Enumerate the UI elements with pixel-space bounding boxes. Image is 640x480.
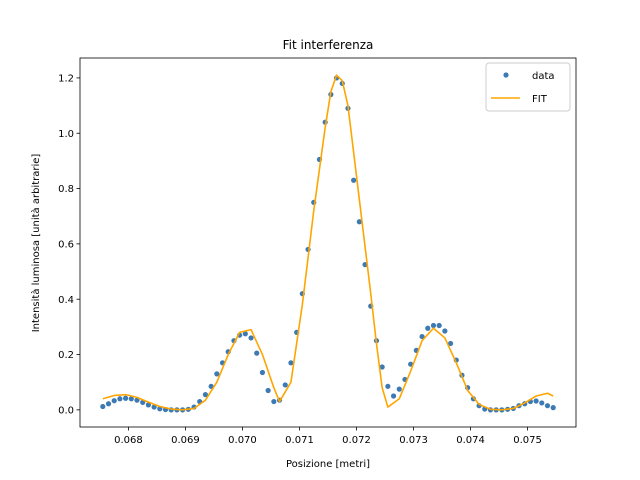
data-point — [242, 331, 248, 337]
data-point — [390, 393, 397, 399]
legend-data-marker — [503, 72, 509, 78]
y-tick-label: 0.4 — [58, 295, 74, 306]
legend-box — [485, 62, 571, 112]
data-point — [544, 403, 551, 409]
data-point — [214, 371, 220, 377]
data-point — [539, 400, 545, 406]
data-point — [288, 360, 294, 366]
x-tick-label: 0.069 — [171, 435, 200, 446]
y-axis: 0.0 0.2 0.4 0.6 0.8 1.0 1.2 — [58, 74, 80, 416]
data-point — [128, 396, 134, 402]
data-point — [202, 392, 209, 398]
data-point — [134, 397, 140, 403]
data-point — [271, 398, 277, 405]
data-point — [442, 328, 448, 334]
data-point — [356, 219, 362, 225]
data-point — [430, 322, 437, 329]
data-point — [151, 404, 157, 410]
data-point — [123, 395, 129, 401]
data-point — [425, 325, 431, 331]
data-point — [396, 386, 402, 392]
y-axis-title: Intensità luminosa [unità arbitrarie] — [30, 154, 42, 333]
chart-title: Fit interferenza — [283, 38, 374, 52]
x-tick-label: 0.073 — [399, 435, 428, 446]
legend-fit-label: FIT — [532, 94, 548, 105]
x-axis-title: Posizione [metri] — [286, 459, 370, 470]
data-point — [533, 398, 539, 404]
fit-line — [102, 74, 554, 411]
data-point — [419, 333, 425, 340]
y-tick-label: 0.0 — [58, 405, 74, 416]
data-point — [105, 401, 112, 407]
data-point — [248, 335, 254, 341]
y-tick-label: 1.0 — [58, 129, 74, 140]
x-tick-label: 0.070 — [228, 435, 257, 446]
legend: data FIT — [485, 62, 571, 112]
data-point — [351, 177, 357, 183]
data-point — [254, 350, 260, 356]
data-point — [282, 382, 288, 388]
x-tick-label: 0.068 — [114, 435, 143, 446]
data-point — [385, 383, 391, 389]
data-point — [145, 402, 152, 408]
y-tick-label: 0.6 — [58, 239, 74, 250]
plot-series — [100, 74, 556, 413]
x-tick-label: 0.071 — [285, 435, 314, 446]
data-point — [447, 340, 454, 347]
data-point — [436, 322, 442, 329]
x-tick-label: 0.074 — [456, 435, 485, 446]
y-tick-label: 0.8 — [58, 184, 74, 195]
x-tick-label: 0.072 — [342, 435, 371, 446]
data-point — [265, 387, 271, 394]
data-point — [379, 364, 385, 370]
data-point — [259, 369, 266, 376]
plot-frame — [79, 57, 577, 428]
data-point — [117, 396, 123, 402]
data-point — [111, 398, 117, 404]
legend-data-label: data — [532, 71, 555, 82]
x-tick-label: 0.075 — [513, 435, 542, 446]
y-tick-label: 1.2 — [58, 74, 74, 85]
y-tick-label: 0.2 — [58, 350, 74, 361]
data-point — [208, 383, 214, 389]
data-point — [550, 405, 556, 411]
x-axis: 0.068 0.069 0.070 0.071 0.072 0.073 0.074 0.075 — [114, 427, 542, 446]
data-point — [100, 403, 106, 410]
